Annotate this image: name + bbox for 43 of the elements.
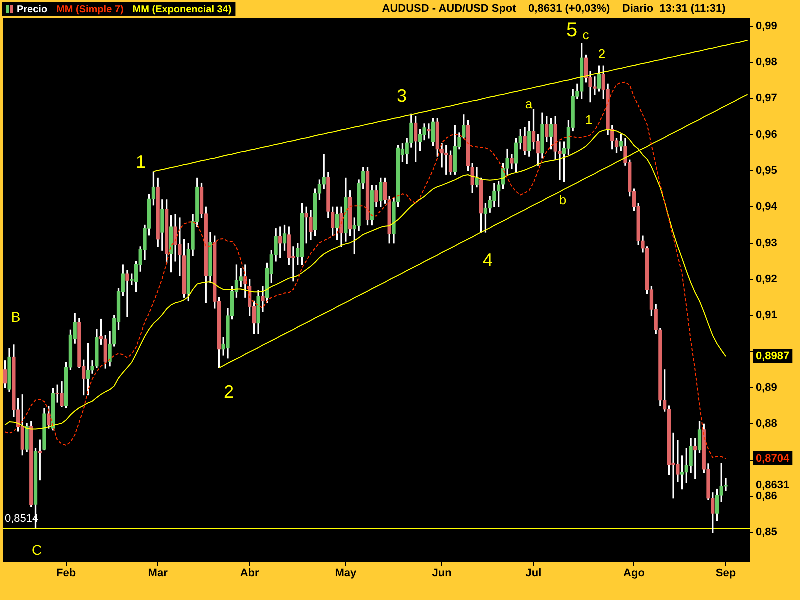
annotation: a <box>525 96 534 112</box>
x-tick-label: Jul <box>526 568 542 580</box>
annotation: 1 <box>136 152 146 172</box>
candlestick <box>126 270 130 318</box>
chart-title: AUDUSD - AUD/USD Spot 0,8631 (+0,03%) Diario 13:31 (11:31) <box>382 3 726 16</box>
y-tick-label: 0,91 <box>756 310 778 322</box>
line-series <box>4 82 726 460</box>
y-tick-label: 0,85 <box>756 526 778 539</box>
legend-label: Precio <box>17 4 48 16</box>
annotation: 3 <box>396 86 408 106</box>
x-tick-label: May <box>335 568 358 580</box>
y-tick-label: 0,92 <box>756 274 778 286</box>
y-tick-label: 0,99 <box>756 20 778 32</box>
annotation: 2 <box>598 46 606 62</box>
x-tick-label: Abr <box>240 568 260 580</box>
y-tick-label: 0,8631 <box>756 479 790 492</box>
x-tick-label: Ago <box>624 568 646 580</box>
y-tick-label: 0,94 <box>756 201 778 214</box>
annotation: 5 <box>566 20 578 42</box>
candlestick <box>427 124 431 139</box>
x-tick-label: Jun <box>432 568 452 580</box>
text: MM (Simple 7) <box>56 4 124 16</box>
x-tick-label: Sep <box>716 568 736 580</box>
annotation: c <box>582 28 590 43</box>
y-tick-label: 0,95 <box>756 165 778 178</box>
y-tick-label: 0,88 <box>756 418 778 430</box>
y-tick-label: 0,98 <box>756 56 778 69</box>
text: MM (Exponencial 34) <box>132 4 232 16</box>
y-tick-label: 0,93 <box>756 237 778 250</box>
y-tick-label: 0,96 <box>756 128 778 141</box>
annotation: B <box>11 308 21 325</box>
annotation: b <box>559 192 567 208</box>
y-tick-label: 0,97 <box>756 92 778 105</box>
x-tick-label: Feb <box>56 568 76 580</box>
x-tick-label: Mar <box>148 568 169 580</box>
annotation: 2 <box>224 382 234 402</box>
annotation: C <box>32 542 42 558</box>
annotation: 4 <box>482 250 494 270</box>
annotation: 1 <box>585 112 593 128</box>
y-tick-label: 0,8987 <box>756 350 790 363</box>
y-tick-label: 0,86 <box>756 490 778 503</box>
y-tick-label: 0,8704 <box>756 452 791 465</box>
y-tick-label: 0,89 <box>756 382 778 394</box>
